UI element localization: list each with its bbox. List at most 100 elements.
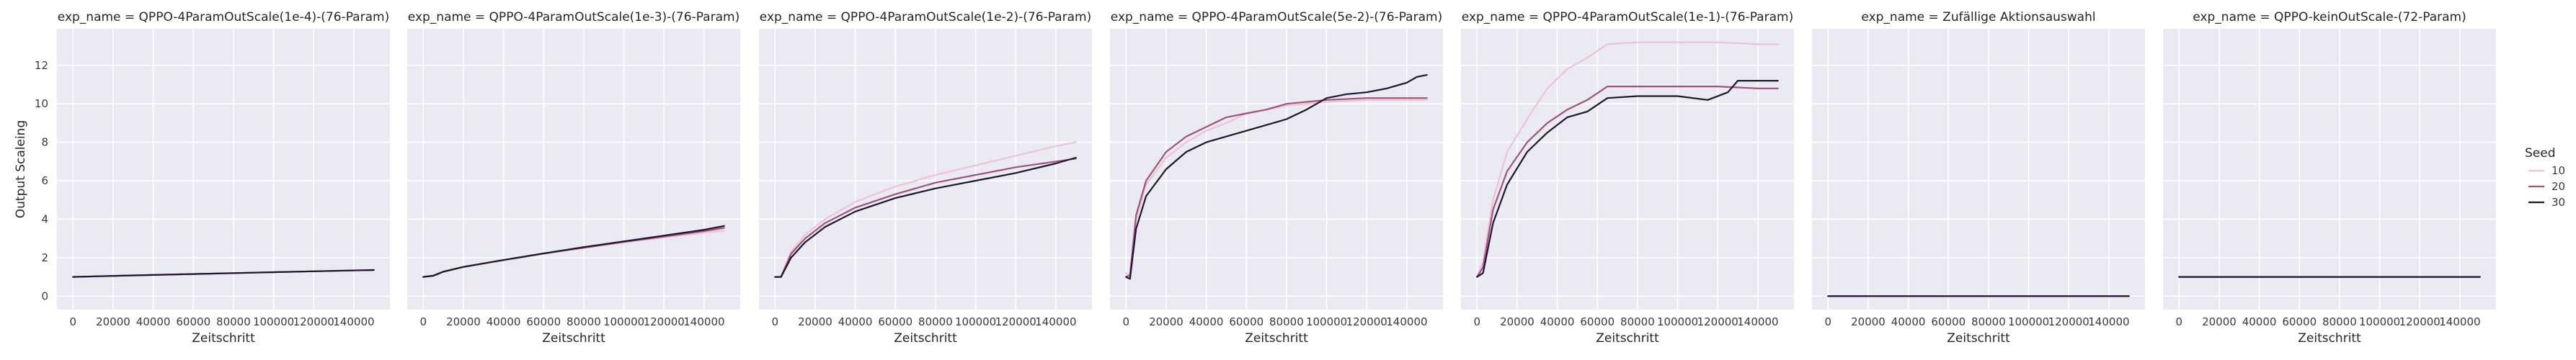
x-axis-label: Zeitschritt xyxy=(2298,331,2361,346)
y-tick-label: 10 xyxy=(35,97,48,110)
x-tick-label: 60000 xyxy=(878,315,912,328)
panel-7: exp_name = QPPO-keinOutScale-(72-Param) 0… xyxy=(2163,10,2496,346)
x-tick-label: 40000 xyxy=(1189,315,1224,328)
x-tick-label: 60000 xyxy=(2282,315,2317,328)
x-tick-label: 0 xyxy=(1824,315,1831,328)
series-line-seed-10 xyxy=(1125,99,1428,278)
x-tick-label: 80000 xyxy=(918,315,953,328)
panel-2: exp_name = QPPO-4ParamOutScale(1e-3)-(76… xyxy=(407,10,740,346)
x-tick-label: 0 xyxy=(2175,315,2182,328)
legend-label: 30 xyxy=(2551,196,2565,209)
x-axis-label: Zeitschritt xyxy=(192,331,255,346)
legend-title: Seed xyxy=(2525,146,2556,161)
x-tick-label: 100000 xyxy=(2008,315,2049,328)
x-tick-label: 40000 xyxy=(1891,315,1926,328)
x-tick-label: 20000 xyxy=(2202,315,2237,328)
x-tick-label: 60000 xyxy=(1580,315,1615,328)
x-tick-label: 0 xyxy=(69,315,76,328)
legend: Seed 10 20 30 xyxy=(2525,146,2565,209)
x-tick-label: 140000 xyxy=(333,315,374,328)
legend-entry-seed-10: 10 xyxy=(2528,164,2565,177)
x-tick-label: 80000 xyxy=(2322,315,2357,328)
series-line-seed-30 xyxy=(422,225,725,278)
legend-label: 20 xyxy=(2551,180,2565,193)
y-axis-label: Output Scaleing xyxy=(14,120,28,218)
x-tick-label: 40000 xyxy=(2242,315,2277,328)
plot-background xyxy=(759,29,1092,310)
series-line-seed-20 xyxy=(774,158,1077,278)
x-tick-label: 0 xyxy=(1122,315,1129,328)
x-tick-label: 40000 xyxy=(487,315,521,328)
x-tick-label: 100000 xyxy=(603,315,644,328)
x-axis-label: Zeitschritt xyxy=(1596,331,1659,346)
x-tick-label: 140000 xyxy=(1737,315,1778,328)
x-tick-label: 0 xyxy=(771,315,778,328)
x-tick-label: 140000 xyxy=(2439,315,2480,328)
plot-background xyxy=(407,29,740,310)
x-tick-label: 140000 xyxy=(1386,315,1427,328)
x-tick-label: 120000 xyxy=(2399,315,2440,328)
y-tick-label: 12 xyxy=(35,59,48,72)
series-line-seed-20 xyxy=(1125,97,1428,278)
x-axis-label: Zeitschritt xyxy=(894,331,957,346)
panel-title: exp_name = QPPO-4ParamOutScale(1e-2)-(76… xyxy=(760,10,1091,24)
x-tick-label: 100000 xyxy=(1306,315,1347,328)
legend-label: 10 xyxy=(2551,164,2565,177)
panel-4: exp_name = QPPO-4ParamOutScale(5e-2)-(76… xyxy=(1110,10,1443,346)
series-line-seed-20 xyxy=(1476,86,1779,278)
x-axis-label: Zeitschritt xyxy=(542,331,605,346)
panel-6: exp_name = Zufällige Aktionsauswahl 0 2000… xyxy=(1812,10,2145,346)
x-tick-label: 60000 xyxy=(176,315,210,328)
x-tick-label: 120000 xyxy=(293,315,334,328)
x-tick-label: 100000 xyxy=(955,315,996,328)
panel-title: exp_name = QPPO-4ParamOutScale(5e-2)-(76… xyxy=(1111,10,1442,24)
legend-entry-seed-30: 30 xyxy=(2528,196,2565,209)
x-tick-label: 140000 xyxy=(2088,315,2129,328)
x-tick-label: 140000 xyxy=(1035,315,1076,328)
series-line-seed-10 xyxy=(1476,41,1779,278)
plot-background xyxy=(57,29,390,310)
panel-5: exp_name = QPPO-4ParamOutScale(1e-1)-(76… xyxy=(1461,10,1794,346)
series-line-seed-30 xyxy=(774,156,1077,278)
x-tick-label: 100000 xyxy=(1657,315,1698,328)
x-tick-label: 20000 xyxy=(1851,315,1886,328)
series-line-seed-30 xyxy=(72,269,375,278)
x-tick-label: 40000 xyxy=(1540,315,1575,328)
y-tick-label: 2 xyxy=(41,251,48,264)
x-tick-label: 120000 xyxy=(2048,315,2089,328)
x-tick-label: 80000 xyxy=(1269,315,1304,328)
x-tick-label: 40000 xyxy=(136,315,171,328)
panel-title: exp_name = QPPO-4ParamOutScale(1e-1)-(76… xyxy=(1462,10,1793,24)
x-tick-label: 20000 xyxy=(96,315,130,328)
panel-title: exp_name = Zufällige Aktionsauswahl xyxy=(1861,10,2095,24)
plot-background xyxy=(1812,29,2145,310)
x-tick-label: 20000 xyxy=(1500,315,1535,328)
series-line-seed-30 xyxy=(1125,74,1428,280)
series-line-seed-30 xyxy=(1476,80,1779,278)
plot-background xyxy=(1110,29,1443,310)
x-tick-label: 20000 xyxy=(798,315,832,328)
panel-title: exp_name = QPPO-4ParamOutScale(1e-4)-(76… xyxy=(58,10,389,24)
x-tick-label: 20000 xyxy=(446,315,481,328)
x-tick-label: 100000 xyxy=(253,315,294,328)
panel-title: exp_name = QPPO-4ParamOutScale(1e-3)-(76… xyxy=(408,10,740,24)
x-tick-label: 120000 xyxy=(995,315,1036,328)
x-tick-label: 60000 xyxy=(1931,315,1966,328)
x-tick-label: 80000 xyxy=(216,315,251,328)
x-tick-label: 120000 xyxy=(644,315,685,328)
x-axis-label: Zeitschritt xyxy=(1947,331,2010,346)
x-tick-label: 100000 xyxy=(2359,315,2400,328)
x-tick-label: 40000 xyxy=(838,315,873,328)
plot-background xyxy=(1461,29,1794,310)
plot-background xyxy=(2163,29,2496,310)
x-tick-label: 80000 xyxy=(1620,315,1655,328)
y-tick-label: 8 xyxy=(41,136,48,149)
y-tick-label: 6 xyxy=(41,174,48,187)
panel-1: exp_name = QPPO-4ParamOutScale(1e-4)-(76… xyxy=(35,10,390,346)
x-tick-label: 80000 xyxy=(1971,315,2006,328)
x-tick-label: 0 xyxy=(1473,315,1480,328)
x-tick-label: 0 xyxy=(419,315,427,328)
legend-entry-seed-20: 20 xyxy=(2528,180,2565,193)
x-tick-label: 60000 xyxy=(1229,315,1263,328)
